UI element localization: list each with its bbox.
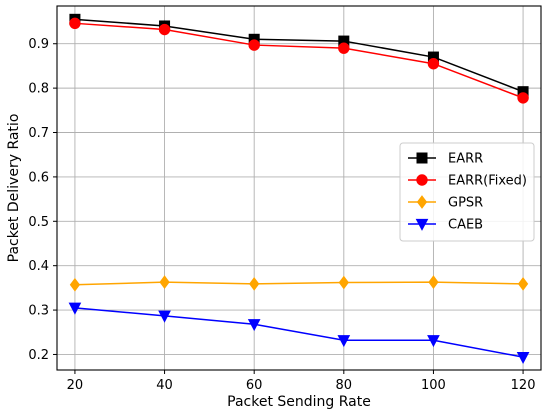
legend-label: CAEB <box>448 218 483 233</box>
series-earr <box>69 13 529 98</box>
data-point <box>517 92 529 104</box>
legend-marker <box>416 195 428 209</box>
data-point <box>337 335 351 348</box>
data-point <box>516 351 530 364</box>
y-tick-label: 0.3 <box>28 304 49 319</box>
legend-label: GPSR <box>448 196 483 211</box>
y-tick-label: 0.5 <box>28 215 49 230</box>
y-axis-label: Packet Delivery Ratio <box>6 114 22 263</box>
legend-marker <box>416 152 428 164</box>
legend-label: EARR(Fixed) <box>448 174 527 189</box>
x-tick-label: 120 <box>511 378 536 393</box>
tick-layer: 20 40 60 80 100 120 0.2 0.3 0.4 0.5 0.6 0.7 0.8 0.9 <box>28 37 535 393</box>
y-tick-label: 0.7 <box>28 126 49 141</box>
legend: EARR EARR(Fixed) GPSR CAEB <box>399 142 535 242</box>
data-point <box>248 39 260 51</box>
x-tick-label: 60 <box>246 378 263 393</box>
x-tick-label: 40 <box>156 378 173 393</box>
data-point <box>68 302 82 315</box>
legend-entry: EARR(Fixed) <box>408 174 527 189</box>
data-point <box>158 310 171 323</box>
x-tick-label: 20 <box>67 378 84 393</box>
y-tick-label: 0.8 <box>28 82 49 97</box>
legend-entries: EARR EARR(Fixed) GPSR CAEB <box>408 152 527 233</box>
x-axis-label: Packet Sending Rate <box>227 394 371 410</box>
legend-entry: CAEB <box>408 218 483 233</box>
series-line <box>74 18 524 93</box>
series-gpsr <box>69 275 529 292</box>
legend-label: EARR <box>448 152 483 167</box>
data-point <box>427 335 440 348</box>
data-point <box>158 23 171 36</box>
legend-marker <box>416 174 428 186</box>
series-earr-fixed <box>69 17 529 104</box>
data-point <box>69 17 81 30</box>
data-point <box>159 275 170 289</box>
data-point <box>249 277 260 291</box>
plot-frame <box>56 5 542 371</box>
series-line <box>74 22 524 99</box>
legend-box <box>399 142 535 242</box>
series-caeb <box>68 302 530 364</box>
x-tick-label: 80 <box>336 378 353 393</box>
series-line <box>74 307 524 358</box>
x-tick-label: 100 <box>421 378 446 393</box>
data-point <box>338 42 350 54</box>
y-tick-label: 0.4 <box>28 259 49 274</box>
y-tick-label: 0.2 <box>28 348 49 363</box>
legend-entry: GPSR <box>408 195 483 211</box>
data-point <box>428 275 439 289</box>
data-point <box>517 277 529 291</box>
data-point <box>427 58 440 70</box>
data-point <box>338 275 349 290</box>
data-point <box>247 319 261 332</box>
y-tick-label: 0.6 <box>28 170 49 185</box>
legend-marker <box>415 218 429 231</box>
y-tick-label: 0.9 <box>28 37 49 52</box>
data-point <box>69 277 81 292</box>
legend-entry: EARR <box>408 152 483 167</box>
series-layer <box>68 13 530 364</box>
series-line <box>74 281 524 286</box>
